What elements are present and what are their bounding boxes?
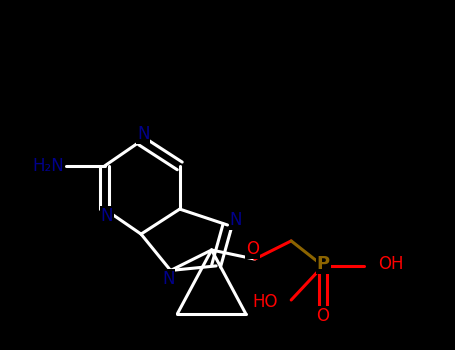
Text: HO: HO bbox=[252, 293, 278, 311]
Text: P: P bbox=[317, 255, 329, 273]
Text: OH: OH bbox=[378, 255, 403, 273]
Text: N: N bbox=[101, 207, 113, 225]
Text: N: N bbox=[229, 211, 242, 230]
Text: N: N bbox=[162, 270, 175, 288]
Text: O: O bbox=[246, 240, 259, 258]
Text: H₂N: H₂N bbox=[32, 157, 64, 175]
Text: O: O bbox=[317, 307, 329, 325]
Text: N: N bbox=[137, 125, 150, 143]
